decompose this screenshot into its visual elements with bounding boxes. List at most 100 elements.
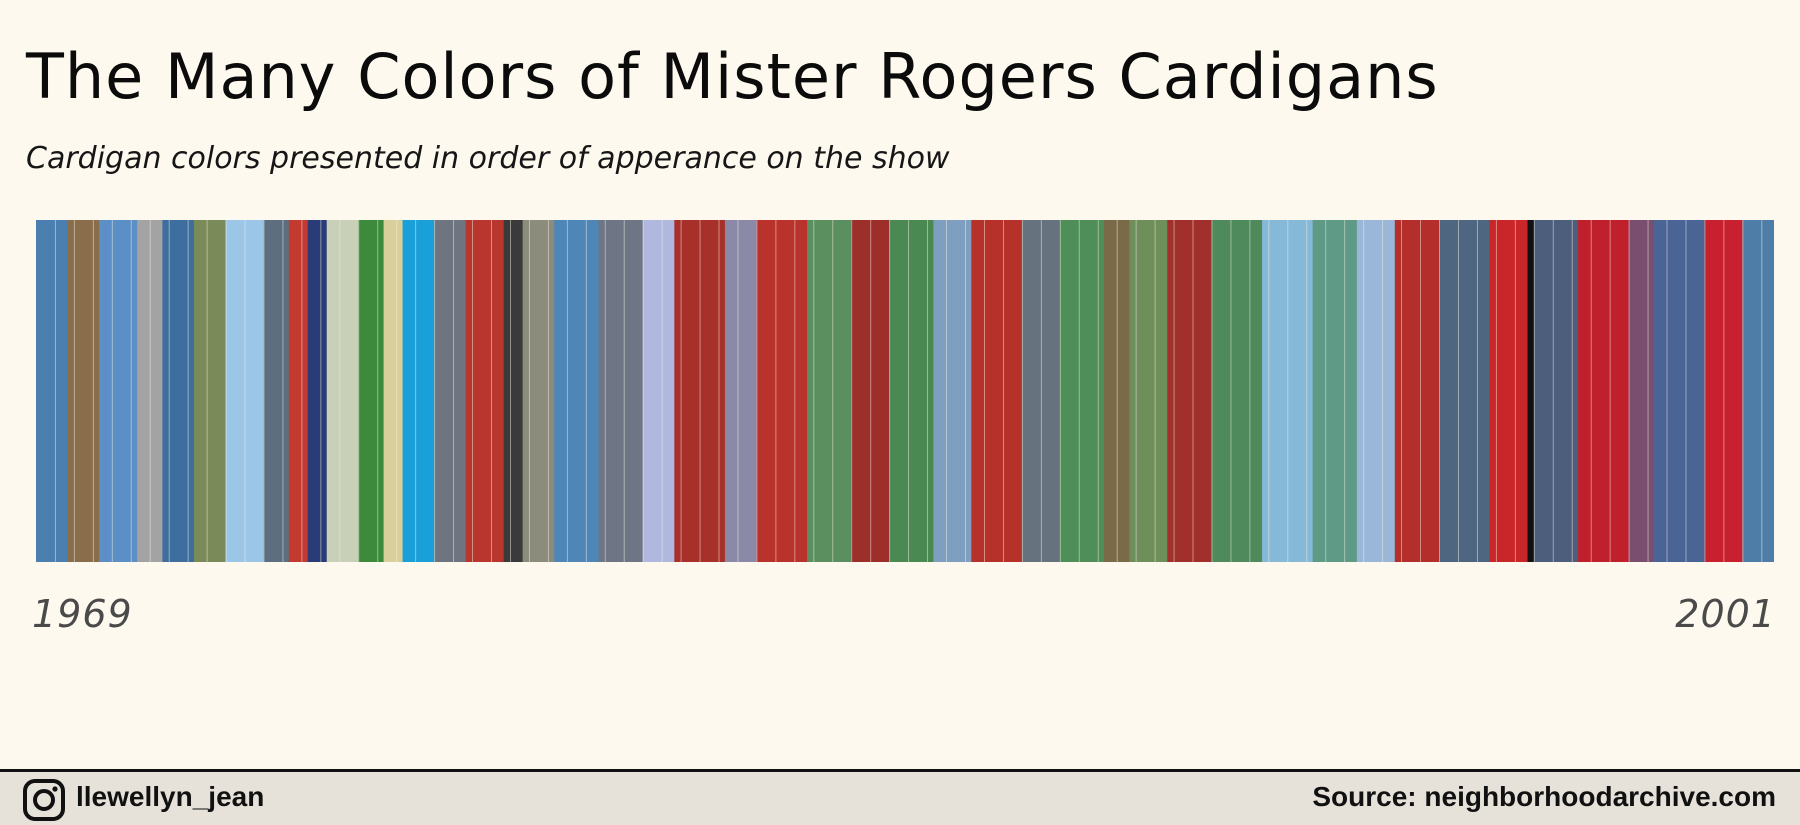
- cardigan-stripe: [1691, 220, 1699, 562]
- cardigan-stripe: [212, 220, 220, 562]
- cardigan-stripe: [510, 220, 517, 562]
- cardigan-stripe: [952, 220, 960, 562]
- cardigan-stripe: [1312, 220, 1320, 562]
- cardigan-stripe: [756, 220, 764, 562]
- cardigan-stripe: [288, 220, 296, 562]
- cardigan-stripe: [769, 220, 777, 562]
- stripe-separator: [282, 220, 284, 562]
- cardigan-stripe: [1483, 220, 1491, 562]
- stripe-separator: [889, 220, 891, 562]
- cardigan-stripe: [1565, 220, 1573, 562]
- cardigan-stripe: [630, 220, 637, 562]
- cardigan-stripe: [1211, 220, 1219, 562]
- cardigan-stripe: [1192, 220, 1200, 562]
- cardigan-stripe: [908, 220, 916, 562]
- cardigan-stripe: [1660, 220, 1668, 562]
- cardigan-stripe: [1369, 220, 1377, 562]
- cardigan-stripe: [415, 220, 423, 562]
- cardigan-stripe: [1072, 220, 1080, 562]
- stripe-separator: [813, 220, 815, 562]
- cardigan-stripe: [1255, 220, 1263, 562]
- cardigan-stripe: [352, 220, 359, 562]
- cardigan-stripe: [1066, 220, 1074, 562]
- stripe-separator: [168, 220, 170, 562]
- cardigan-stripe: [1337, 220, 1345, 562]
- cardigan-stripe: [61, 220, 69, 562]
- stripe-separator: [870, 220, 872, 562]
- cardigan-stripe: [1495, 220, 1503, 562]
- cardigan-stripe: [958, 220, 966, 562]
- cardigan-stripe: [1540, 220, 1548, 562]
- instagram-icon: [23, 779, 65, 821]
- stripe-separator: [661, 220, 663, 562]
- stripe-separator: [510, 220, 511, 562]
- cardigan-stripe: [1091, 220, 1099, 562]
- cardigan-stripe: [1224, 220, 1232, 562]
- cardigan-stripe: [1160, 220, 1168, 562]
- stripe-separator: [54, 220, 56, 562]
- stripe-separator: [491, 220, 492, 562]
- stripe-separator: [528, 220, 530, 562]
- cardigan-stripe: [219, 220, 227, 562]
- cardigan-stripe: [194, 220, 201, 562]
- cardigan-stripe: [1413, 220, 1421, 562]
- cardigan-stripe: [1653, 220, 1661, 562]
- stripe-separator: [566, 220, 568, 562]
- cardigan-stripe: [1445, 220, 1453, 562]
- stripe-separator: [1306, 220, 1308, 562]
- stripe-separator: [1439, 220, 1440, 562]
- cardigan-stripe: [459, 220, 467, 562]
- cardigan-stripe: [396, 220, 404, 562]
- stripe-separator: [1002, 220, 1004, 562]
- cardigan-stripe: [1451, 220, 1459, 562]
- cardigan-stripe: [358, 220, 366, 562]
- cardigan-stripe: [1666, 220, 1674, 562]
- cardigan-stripe: [1514, 220, 1522, 562]
- cardigan-stripe: [585, 220, 593, 562]
- cardigan-stripe: [345, 220, 353, 562]
- cardigan-stripe: [920, 220, 928, 562]
- cardigan-stripe: [465, 220, 473, 562]
- cardigan-stripe: [244, 220, 252, 562]
- cardigan-stripe: [1053, 220, 1061, 562]
- cardigan-stripe: [1015, 220, 1023, 562]
- cardigan-stripe: [427, 220, 435, 562]
- cardigan-stripe: [402, 220, 410, 562]
- cardigan-stripe: [1552, 220, 1560, 562]
- stripe-separator: [699, 220, 701, 562]
- cardigan-stripe: [1002, 220, 1010, 562]
- cardigan-stripe-chart: [36, 220, 1774, 562]
- cardigan-stripe: [168, 220, 176, 562]
- cardigan-stripe: [528, 220, 536, 562]
- stripe-separator: [1021, 220, 1023, 562]
- stripe-separator: [1552, 220, 1554, 562]
- stripe-separator: [737, 220, 739, 562]
- cardigan-stripe: [364, 220, 372, 562]
- cardigan-stripe: [301, 220, 309, 562]
- cardigan-stripe: [990, 220, 998, 562]
- cardigan-stripe: [54, 220, 62, 562]
- stripe-separator: [1116, 220, 1118, 562]
- stripe-separator: [794, 220, 796, 562]
- cardigan-stripe: [984, 220, 991, 562]
- cardigan-stripe: [1571, 220, 1579, 562]
- cardigan-stripe: [1622, 220, 1630, 562]
- cardigan-stripe: [1641, 220, 1649, 562]
- cardigan-stripe: [705, 220, 713, 562]
- stripe-separator: [320, 220, 322, 562]
- stripe-separator: [1420, 220, 1421, 562]
- cardigan-stripe: [844, 220, 852, 562]
- cardigan-stripe: [231, 220, 239, 562]
- cardigan-stripe: [522, 220, 530, 562]
- stripe-separator: [244, 220, 246, 562]
- cardigan-stripe: [156, 220, 163, 562]
- cardigan-stripe: [503, 220, 511, 562]
- cardigan-stripe: [1533, 220, 1541, 562]
- cardigan-stripe: [1426, 220, 1434, 562]
- cardigan-stripe: [560, 220, 568, 562]
- stripe-separator: [1533, 220, 1535, 562]
- cardigan-stripe: [566, 220, 574, 562]
- cardigan-stripe: [541, 220, 549, 562]
- cardigan-stripe: [1717, 220, 1725, 562]
- cardigan-stripe: [718, 220, 726, 562]
